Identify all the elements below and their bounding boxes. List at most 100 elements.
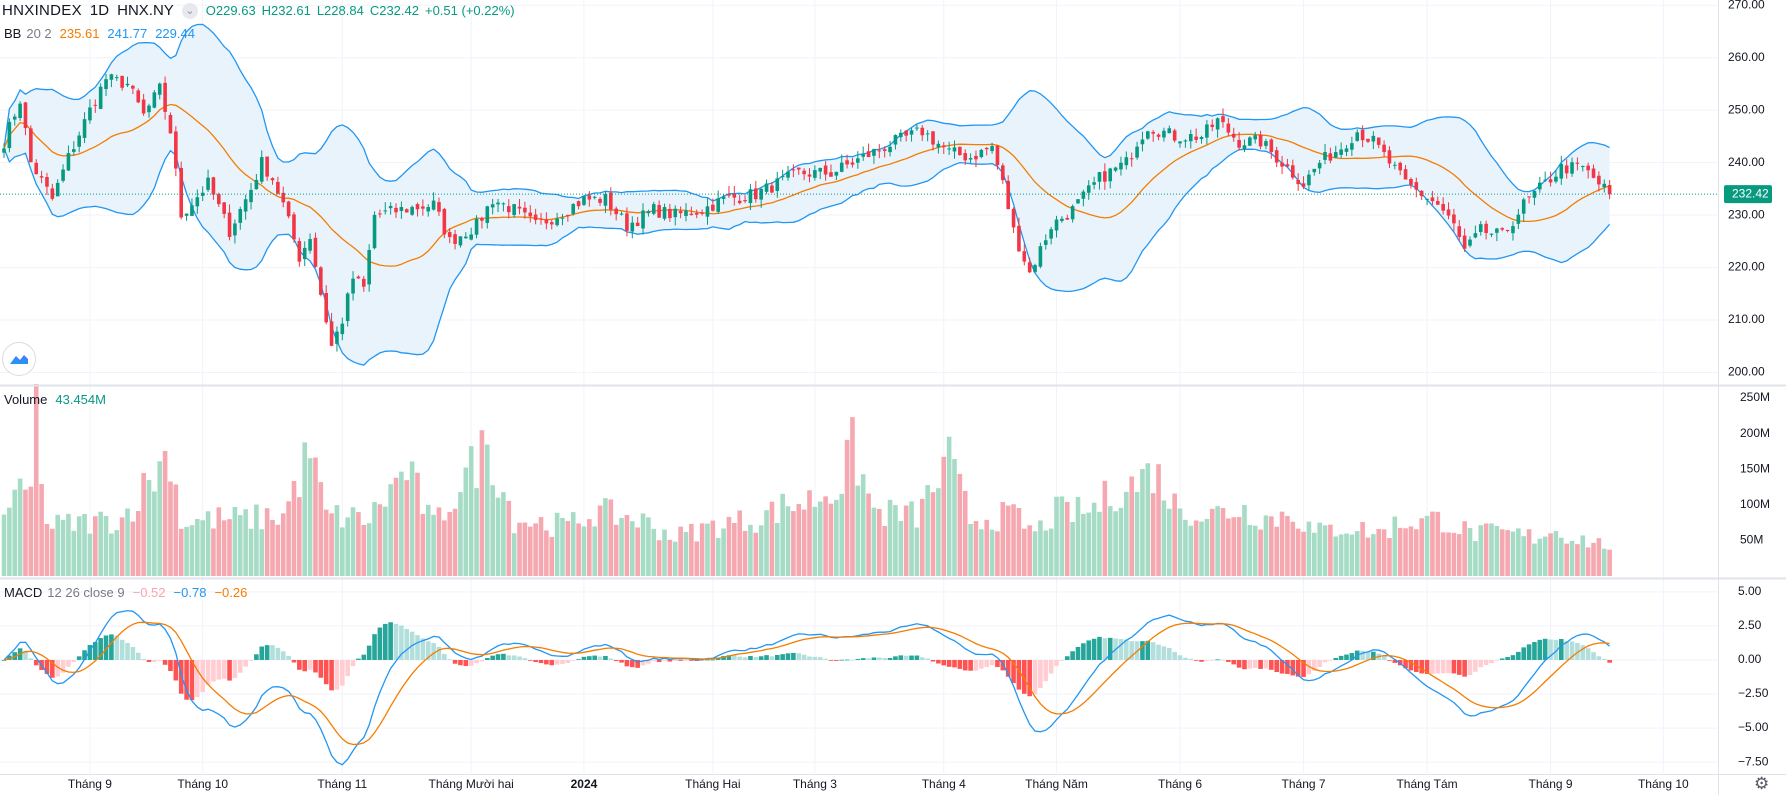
candle-body: [286, 201, 291, 217]
symbol-exchange[interactable]: HNX.NY: [117, 2, 174, 19]
bb-name[interactable]: BB: [4, 26, 22, 41]
last-price-label: 232.42: [1732, 186, 1769, 200]
volume-bar: [1349, 534, 1355, 576]
macd-hist-bar: [345, 659, 350, 677]
volume-bar: [1344, 533, 1349, 576]
tradingview-logo-icon[interactable]: [2, 342, 36, 376]
volume-bar: [855, 485, 861, 576]
candle-body: [1167, 128, 1172, 134]
macd-hist-bar: [1435, 659, 1441, 674]
candle-body: [1049, 229, 1053, 239]
candle-body: [1280, 162, 1284, 167]
candle-body: [1274, 150, 1279, 163]
candle-body: [517, 206, 522, 209]
macd-hist-bar: [764, 655, 769, 660]
volume-bar: [1124, 491, 1129, 576]
symbol-name[interactable]: HNXINDEX: [2, 2, 82, 19]
volume-bar: [1005, 505, 1011, 576]
candle-body: [1500, 228, 1505, 230]
volume-name[interactable]: Volume: [4, 392, 48, 407]
macd-hist-bar: [1585, 648, 1591, 660]
macd-hist-bar: [372, 634, 377, 660]
macd-hist-bar: [1548, 639, 1553, 660]
candle-body: [732, 193, 737, 198]
volume-bar: [1086, 512, 1092, 576]
volume-legend[interactable]: Volume 43.454M: [4, 392, 106, 407]
macd-hist-bar: [377, 627, 383, 660]
macd-hist-bar: [919, 657, 925, 660]
candle-body: [233, 223, 237, 236]
macd-hist-bar: [1467, 659, 1473, 676]
volume-bar: [442, 520, 447, 576]
volume-bar: [1177, 508, 1183, 576]
macd-legend[interactable]: MACD 12 26 close 9 −0.52 −0.78 −0.26: [4, 585, 247, 600]
candle-body: [157, 83, 162, 95]
candle-body: [1092, 182, 1096, 185]
volume-bar: [1580, 535, 1586, 576]
candle-body: [1532, 190, 1537, 198]
volume-bar: [635, 527, 640, 576]
candle-body: [1215, 118, 1220, 130]
macd-hist-bar: [1032, 659, 1038, 695]
macd-hist-bar: [1204, 659, 1210, 661]
macd-hist-bar: [1559, 639, 1564, 660]
candle-body: [361, 278, 366, 287]
candle-body: [351, 278, 355, 294]
volume-bar: [721, 528, 726, 576]
symbol-interval[interactable]: 1D: [89, 2, 110, 19]
volume-bar: [1542, 536, 1548, 576]
volume-bar: [377, 504, 383, 576]
gear-icon[interactable]: ⚙: [1754, 774, 1770, 793]
candle-body: [646, 211, 651, 214]
macd-hist-bar: [452, 659, 458, 664]
macd-hist-bar: [544, 659, 549, 665]
volume-bar: [1521, 536, 1527, 576]
candle-body: [211, 177, 216, 195]
candle-body: [490, 204, 495, 208]
candle-body: [1554, 176, 1558, 182]
macd-hist-bar: [667, 659, 673, 662]
volume-bar: [903, 505, 909, 576]
candle-body: [1146, 131, 1150, 139]
volume-bar: [1279, 511, 1285, 576]
low-value: L228.84: [316, 3, 364, 18]
volume-bar: [753, 532, 759, 576]
macd-hist-bar: [1064, 656, 1070, 660]
chevron-icon[interactable]: ⌄: [181, 2, 198, 19]
candle-body: [856, 158, 860, 163]
macd-hist-bar: [479, 659, 485, 662]
candle-body: [1038, 246, 1043, 267]
candle-body: [50, 188, 55, 199]
candle-body: [834, 171, 839, 176]
candle-body: [1393, 164, 1397, 166]
candle-body: [1178, 141, 1182, 144]
volume-bar: [1204, 518, 1210, 576]
candle-body: [737, 200, 742, 204]
macd-name[interactable]: MACD: [4, 585, 43, 600]
volume-bar: [195, 518, 200, 576]
volume-bar: [672, 541, 678, 576]
bb-legend[interactable]: BB 20 2 235.61 241.77 229.44: [4, 26, 195, 41]
candle-body: [184, 213, 189, 216]
symbol-legend[interactable]: HNXINDEX 1D HNX.NY ⌄ O229.63 H232.61 L22…: [2, 2, 515, 19]
time-axis[interactable]: Tháng 9 Tháng 10 Tháng 11 Tháng Mười hai 202…: [68, 777, 1689, 791]
macd-hist-bar: [979, 659, 984, 669]
volume-bar: [812, 506, 818, 576]
volume-bar: [1333, 536, 1339, 576]
price-tick-label: 260.00: [1728, 50, 1765, 64]
candle-body: [388, 205, 393, 209]
candle-body: [1119, 162, 1123, 170]
candle-body: [1312, 168, 1317, 173]
bb-basis-value: 235.61: [59, 26, 100, 41]
volume-bar: [1360, 522, 1365, 576]
volume-tick-label: 150M: [1740, 461, 1770, 475]
price-axis[interactable]: 270.00 260.00 250.00 240.00 230.00 220.00 210.…: [1724, 0, 1772, 768]
volume-bar: [350, 507, 356, 576]
candle-body: [979, 149, 984, 158]
macd-hist-bar: [930, 659, 936, 662]
volume-bar: [431, 514, 436, 576]
candle-body: [882, 149, 887, 152]
volume-bar: [1236, 516, 1242, 576]
